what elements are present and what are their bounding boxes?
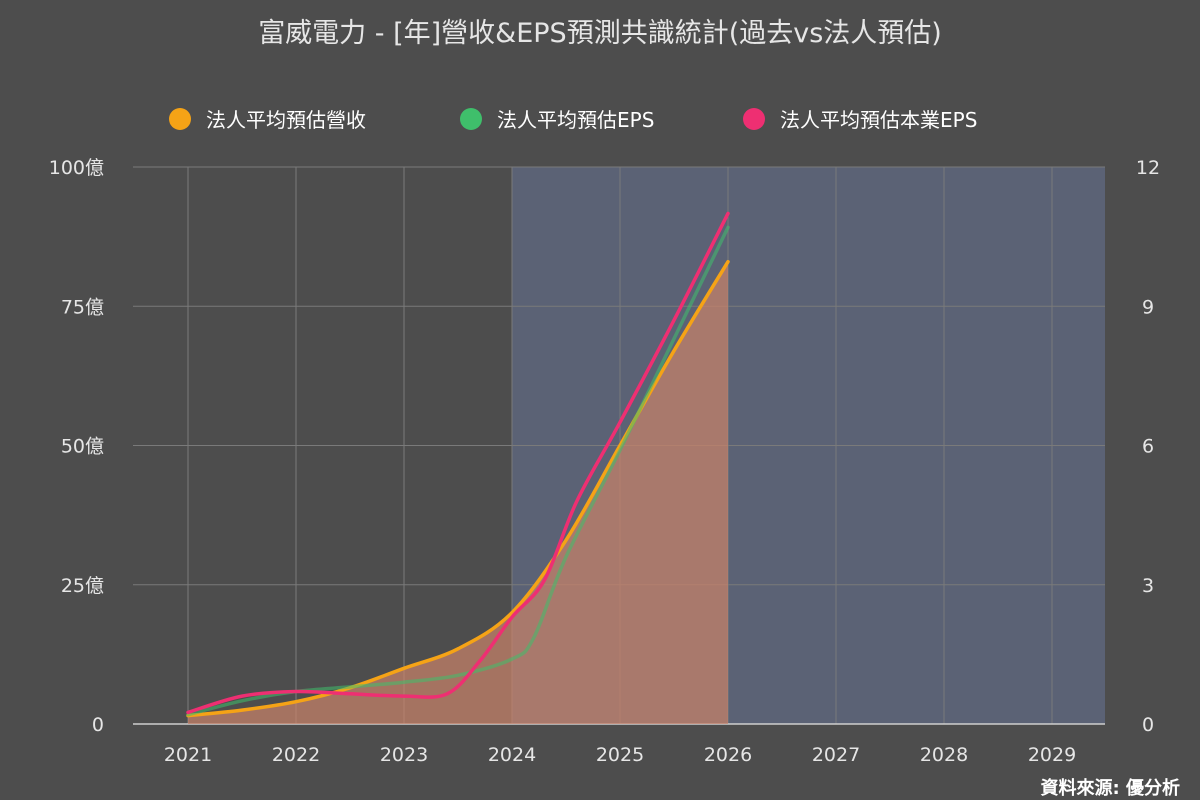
source-label: 資料來源: 優分析 <box>1041 777 1180 799</box>
x-tick-label: 2022 <box>272 744 320 766</box>
revenue-legend-label: 法人平均預估營收 <box>206 108 366 132</box>
x-tick-label: 2024 <box>488 744 536 766</box>
chart-title: 富威電力 - [年]營收&EPS預測共識統計(過去vs法人預估) <box>258 18 942 49</box>
x-tick-label: 2025 <box>596 744 644 766</box>
x-tick-label: 2023 <box>380 744 428 766</box>
x-tick-label: 2021 <box>164 744 212 766</box>
eps-legend-label: 法人平均預估EPS <box>497 108 654 132</box>
x-tick-label: 2026 <box>704 744 752 766</box>
core-eps-line <box>186 211 730 715</box>
y-right-tick-label: 0 <box>1142 714 1154 736</box>
y-left-tick-label: 75億 <box>61 296 104 318</box>
x-tick-label: 2029 <box>1028 744 1076 766</box>
y-left-tick-label: 100億 <box>49 157 104 179</box>
y-left-tick-label: 0 <box>92 714 104 736</box>
eps-legend-marker <box>460 108 482 130</box>
x-tick-label: 2027 <box>812 744 860 766</box>
y-left-tick-label: 25億 <box>61 575 104 597</box>
revenue-area <box>188 261 728 724</box>
revenue-legend-marker <box>169 108 191 130</box>
revenue-line <box>186 259 730 718</box>
y-right-tick-label: 12 <box>1136 157 1160 179</box>
y-right-tick-label: 9 <box>1142 296 1154 318</box>
core-eps-legend-label: 法人平均預估本業EPS <box>780 108 977 132</box>
plot-area: 2021 2022 2023 2024 2025 2026 2027 2028 2029 0 25億… <box>49 157 1160 766</box>
y-right-tick-label: 6 <box>1142 436 1154 458</box>
y-right-tick-label: 3 <box>1142 575 1154 597</box>
legend: 法人平均預估營收 法人平均預估EPS 法人平均預估本業EPS <box>169 108 977 132</box>
core-eps-legend-marker <box>743 108 765 130</box>
x-tick-label: 2028 <box>920 744 968 766</box>
y-left-tick-label: 50億 <box>61 436 104 458</box>
